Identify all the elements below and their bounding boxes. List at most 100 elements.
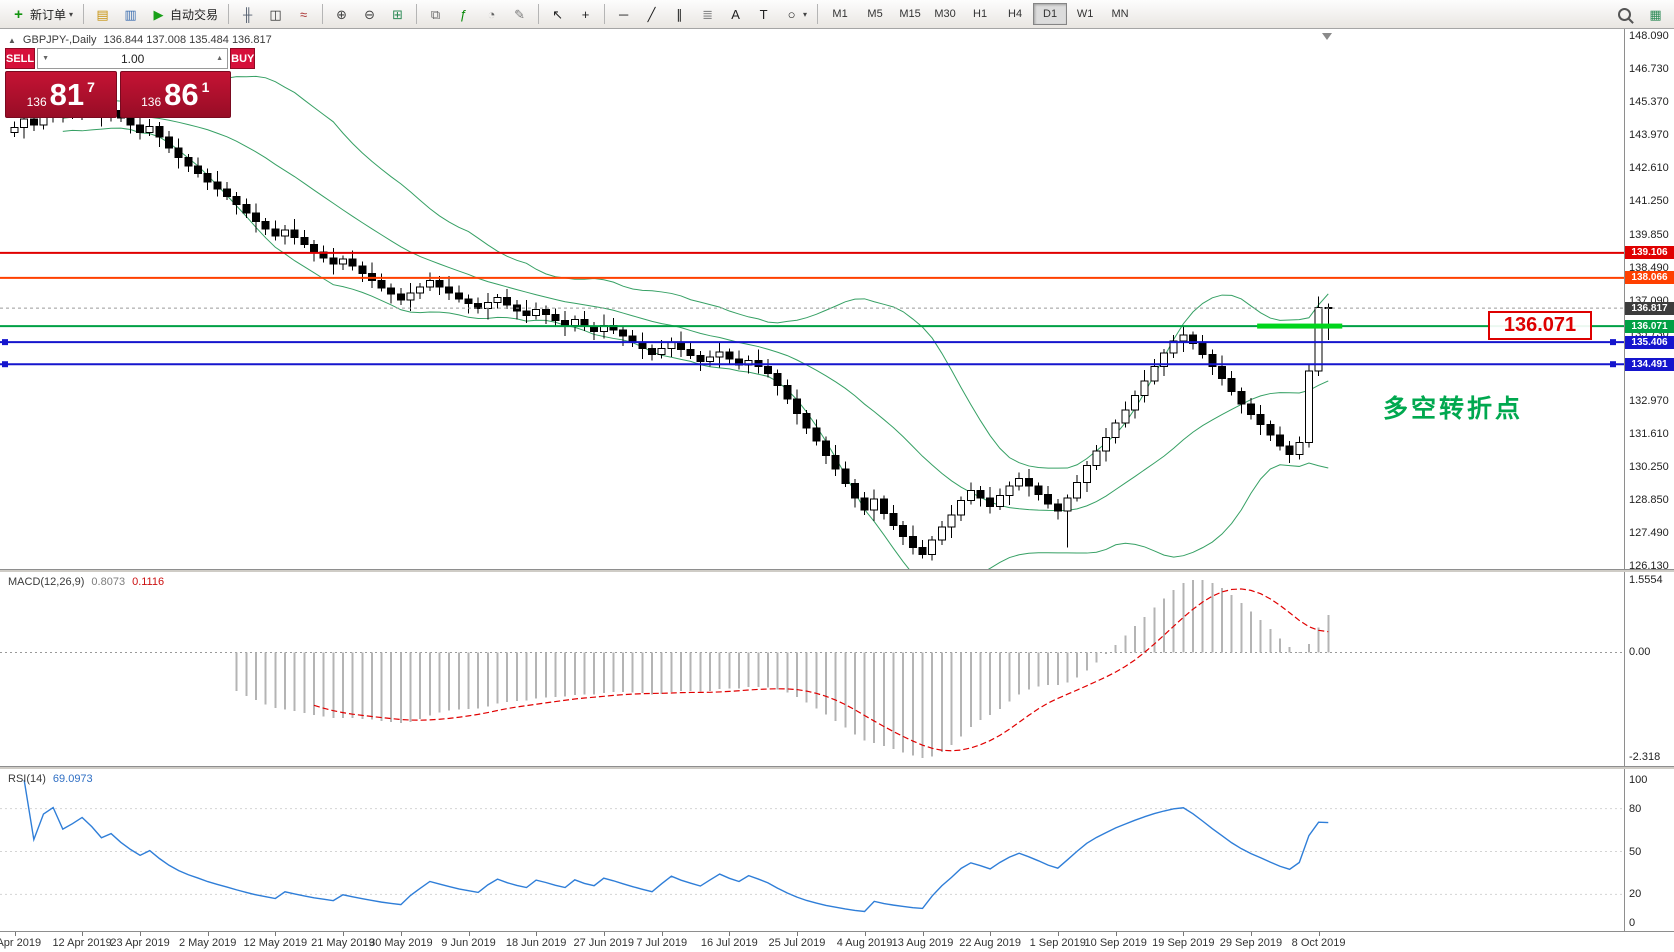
time-axis-label: 19 Sep 2019 (1152, 937, 1215, 949)
timeframe-h1[interactable]: H1 (973, 8, 988, 20)
macd-axis-label: 1.5554 (1629, 574, 1663, 586)
autotrading-button[interactable]: ▶ 自动交易 (145, 2, 223, 26)
rsi-axis-label: 100 (1629, 774, 1648, 786)
volume-input[interactable] (53, 50, 213, 67)
autotrading-button: ▶ (153, 6, 164, 22)
chart-symbol-info: ▲ GBPJPY-,Daily 136.844 137.008 135.484 … (8, 34, 272, 46)
price-axis-label: 132.970 (1629, 394, 1669, 407)
panel-separator[interactable] (0, 569, 1674, 572)
volume-increase-icon[interactable] (212, 55, 227, 62)
rsi-name: RSI(14) (8, 773, 46, 785)
market-overview-icon[interactable]: ▦ (1642, 2, 1669, 26)
profiles-icon[interactable]: ▥ (117, 2, 144, 26)
label-icon[interactable]: T (750, 2, 777, 26)
timeframe-m1[interactable]: M1 (832, 8, 848, 20)
main-chart-canvas[interactable] (0, 29, 1624, 569)
tile-windows-icon: ⊞ (392, 6, 403, 22)
horizontal-line-icon: ─ (618, 6, 629, 22)
price-axis[interactable]: 148.090 146.730 145.370 143.970 142.610 141.2… (1624, 29, 1674, 931)
chart-annotation-text[interactable]: 多空转折点 (1383, 395, 1524, 423)
price-axis-label: 127.490 (1629, 527, 1669, 540)
cursor-icon[interactable]: ↖ (544, 2, 571, 26)
line-chart-icon[interactable]: ≈ (290, 2, 317, 26)
macd-signal-value: 0.1116 (132, 576, 165, 588)
bar-chart-icon[interactable]: ╫ (234, 2, 261, 26)
templates-icon[interactable]: ✎ (506, 2, 533, 26)
toolbar-separator (604, 4, 606, 24)
volume-control (37, 48, 229, 69)
time-axis-label: 4 Aug 2019 (836, 937, 893, 949)
buy-price-button[interactable]: 136 86 1 (119, 71, 231, 118)
chart-marker-icon: ▲ (8, 35, 16, 45)
price-tag-138.066: 138.066 (1625, 271, 1674, 285)
charts-icon[interactable]: ▤ (89, 2, 116, 26)
crosshair-icon[interactable]: + (572, 2, 599, 26)
timeframe-m5[interactable]: M5 (867, 8, 883, 20)
trendline-icon[interactable]: ╱ (638, 2, 665, 26)
panel-separator[interactable] (0, 766, 1674, 769)
candlestick-icon[interactable]: ◫ (262, 2, 289, 26)
time-axis-tick (864, 932, 866, 936)
tile-windows-icon[interactable]: ⊞ (384, 2, 411, 26)
price-axis-label: 145.370 (1629, 95, 1669, 108)
cascade-windows-icon[interactable]: ⧉ (422, 2, 449, 26)
bollinger-lower (62, 127, 1329, 569)
highlight-segment (1257, 323, 1343, 329)
crosshair-icon: + (581, 6, 590, 22)
timeframe-w1[interactable]: W1 (1076, 8, 1094, 20)
macd-indicator-label: MACD(12,26,9) 0.8073 0.1116 (8, 576, 164, 588)
caret-down-icon: ▾ (803, 9, 808, 19)
timeframe-m15[interactable]: M15 (899, 8, 921, 20)
market-overview-icon: ▦ (1649, 6, 1662, 22)
horizontal-line-icon[interactable]: ─ (610, 2, 637, 26)
macd-histogram (235, 580, 1330, 758)
time-axis-label: 12 Apr 2019 (52, 937, 112, 949)
text-icon[interactable]: A (722, 2, 749, 26)
time-axis-label: 30 May 2019 (369, 937, 433, 949)
time-axis-tick (1183, 932, 1185, 936)
sell-button[interactable]: SELL (5, 48, 36, 69)
price-axis-label: 142.610 (1629, 162, 1669, 175)
time-axis-tick (1115, 932, 1117, 936)
timeframe-mn[interactable]: MN (1111, 8, 1129, 20)
time-axis-label: 13 Aug 2019 (891, 937, 954, 949)
shapes-icon[interactable]: ○ ▾ (778, 2, 812, 26)
time-axis-tick (275, 932, 277, 936)
caret-down-icon: ▾ (69, 9, 74, 19)
time-axis-tick (1057, 932, 1059, 936)
cursor-icon: ↖ (552, 6, 563, 22)
volume-decrease-icon[interactable] (38, 55, 53, 62)
time-axis-tick (1250, 932, 1252, 936)
periodicity-icon[interactable]: ◔ (478, 2, 505, 26)
time-axis-label: 22 Aug 2019 (959, 937, 1022, 949)
price-axis-label: 138.490 (1629, 261, 1669, 274)
timeframe-m30[interactable]: M30 (934, 8, 956, 20)
time-axis-label: 9 Jun 2019 (441, 937, 496, 949)
macd-canvas[interactable] (0, 572, 1624, 766)
channel-icon[interactable]: ∥ (666, 2, 693, 26)
shapes-icon: ○ (787, 6, 796, 22)
ohlc-values: 136.844 137.008 135.484 136.817 (103, 34, 272, 46)
sell-price-button[interactable]: 136 81 7 (5, 71, 117, 118)
rsi-canvas[interactable] (0, 769, 1624, 931)
bar-chart-icon: ╫ (242, 6, 253, 22)
timeframe-d1[interactable]: D1 (1033, 3, 1068, 25)
fibonacci-icon: ≣ (702, 6, 713, 22)
zoom-out-icon[interactable]: ⊖ (356, 2, 383, 26)
buy-button[interactable]: BUY (230, 48, 256, 69)
zoom-in-icon[interactable]: ⊕ (328, 2, 355, 26)
chart-shift-marker-icon[interactable] (1322, 33, 1332, 40)
time-axis-tick (603, 932, 605, 936)
time-axis-label: 21 May 2019 (311, 937, 375, 949)
price-callout-label[interactable]: 136.071 (1488, 311, 1592, 340)
time-axis-label: 2 May 2019 (178, 937, 237, 949)
indicators-icon[interactable]: ƒ (450, 2, 477, 26)
text-icon: A (731, 6, 740, 22)
new-order-button[interactable]: + 新订单 ▾ (5, 2, 78, 26)
timeframe-h4[interactable]: H4 (1008, 8, 1023, 20)
price-axis-label: 131.610 (1629, 427, 1669, 440)
fibonacci-icon[interactable]: ≣ (694, 2, 721, 26)
search-icon[interactable] (1613, 2, 1636, 26)
trendline-icon: ╱ (647, 6, 656, 22)
